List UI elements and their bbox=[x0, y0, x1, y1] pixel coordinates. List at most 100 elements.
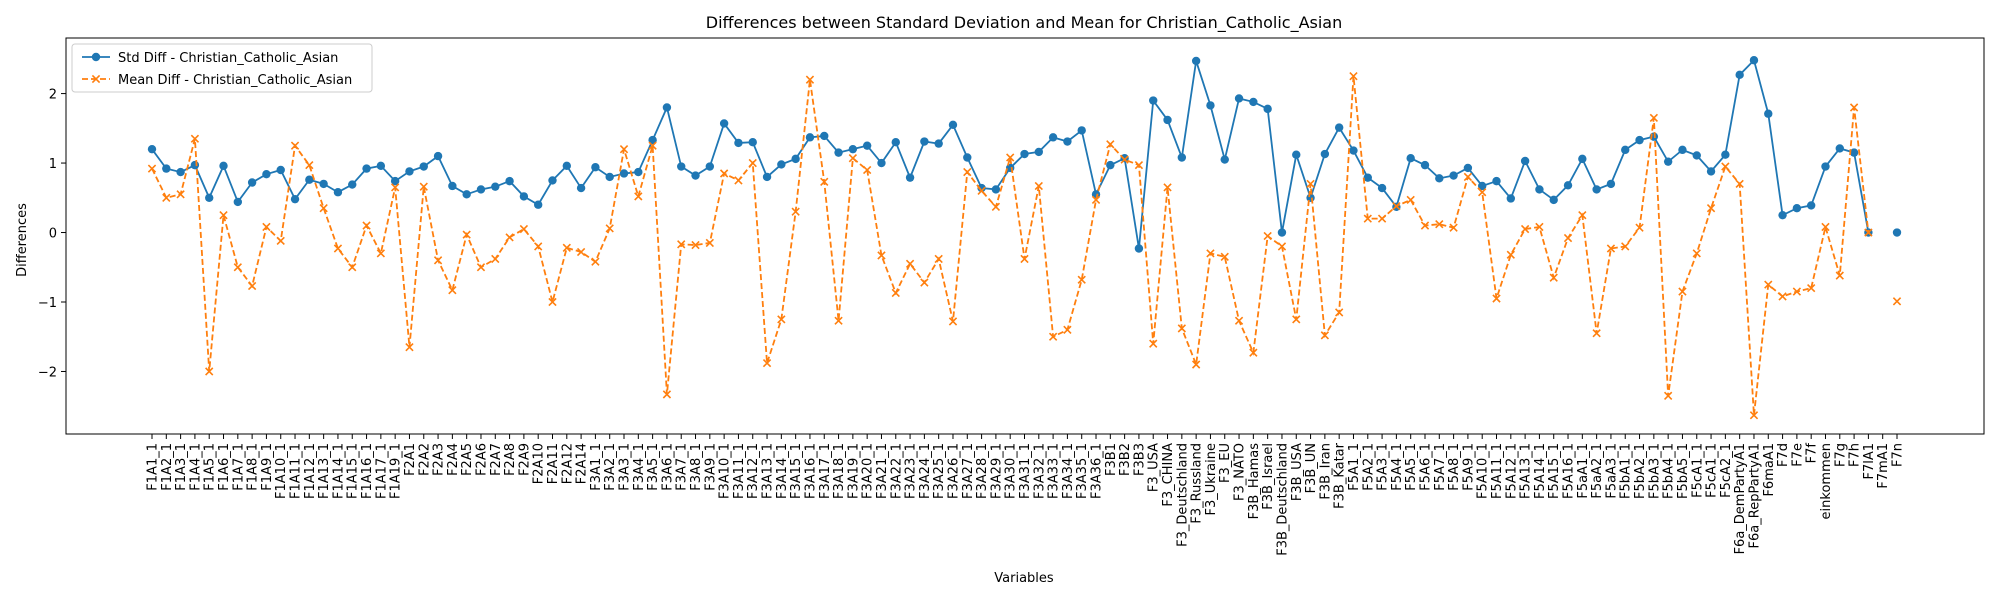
data-point bbox=[576, 183, 586, 193]
x-tick-label: F5A3_1 bbox=[1376, 443, 1391, 491]
x-tick-label: F3B_USA bbox=[1290, 443, 1305, 501]
x-tick-label: F1A17_1 bbox=[374, 443, 389, 499]
x-tick-label: F1A9_1 bbox=[260, 443, 275, 491]
x-tick-label: F3_USA bbox=[1147, 443, 1162, 492]
data-point bbox=[1091, 195, 1101, 205]
x-tick-label: F5A13_1 bbox=[1519, 443, 1534, 499]
x-tick-label: F7f bbox=[1805, 443, 1820, 464]
x-tick-label: F3A25_1 bbox=[932, 443, 947, 499]
data-point bbox=[433, 151, 443, 161]
data-point bbox=[1005, 163, 1015, 173]
data-point bbox=[433, 256, 443, 265]
x-tick-label: F1A15_1 bbox=[346, 443, 361, 499]
data-point bbox=[762, 358, 772, 368]
data-point bbox=[691, 240, 700, 250]
data-point bbox=[333, 244, 343, 253]
data-point bbox=[219, 161, 228, 171]
data-point bbox=[1048, 332, 1058, 341]
x-tick-label: F2A5 bbox=[460, 443, 475, 476]
data-point bbox=[1463, 163, 1473, 173]
data-point bbox=[1735, 70, 1744, 80]
x-tick-label: F6a_DemPartyA1 bbox=[1733, 443, 1748, 554]
data-point bbox=[1520, 224, 1530, 234]
data-point bbox=[519, 224, 529, 234]
y-axis-label: Differences bbox=[15, 203, 30, 277]
x-tick-label: F3A21_1 bbox=[875, 443, 890, 499]
data-point bbox=[1463, 172, 1473, 182]
x-tick-label: F1A12_1 bbox=[303, 443, 318, 499]
x-tick-label: F5bA4_1 bbox=[1662, 443, 1677, 499]
data-point bbox=[147, 164, 157, 173]
x-tick-label: F2A8 bbox=[503, 443, 518, 476]
x-tick-label: F3A6_1 bbox=[660, 443, 675, 491]
x-tick-label: F2A1 bbox=[403, 443, 418, 476]
x-tick-label: F1A2_1 bbox=[160, 443, 175, 491]
y-tick-label: 1 bbox=[49, 157, 57, 172]
data-point bbox=[1277, 228, 1287, 237]
data-point bbox=[948, 317, 958, 326]
data-point bbox=[1106, 140, 1115, 149]
data-point bbox=[205, 367, 214, 376]
data-point bbox=[1420, 221, 1430, 230]
data-point bbox=[991, 202, 1001, 211]
data-point bbox=[1563, 181, 1573, 190]
x-tick-label: F2A11 bbox=[546, 443, 561, 484]
x-tick-label: F5A15_1 bbox=[1547, 443, 1562, 499]
x-tick-label: F5A4_1 bbox=[1390, 443, 1405, 491]
data-point bbox=[1606, 179, 1616, 189]
data-point bbox=[719, 169, 729, 178]
data-point bbox=[247, 178, 257, 187]
data-point bbox=[1392, 201, 1401, 211]
x-tick-label: F3A24_1 bbox=[918, 443, 933, 499]
data-point bbox=[920, 137, 929, 146]
data-point bbox=[1292, 315, 1301, 324]
data-point bbox=[1792, 204, 1802, 213]
series-line bbox=[152, 76, 1897, 415]
data-point bbox=[190, 160, 200, 170]
data-point bbox=[777, 160, 786, 169]
data-point bbox=[1764, 109, 1773, 118]
data-point bbox=[205, 193, 214, 202]
legend-label: Mean Diff - Christian_Catholic_Asian bbox=[118, 73, 352, 88]
data-point bbox=[476, 185, 486, 194]
data-point bbox=[1778, 292, 1787, 301]
data-point bbox=[1149, 339, 1158, 348]
data-point bbox=[877, 251, 886, 260]
data-point bbox=[448, 286, 457, 295]
data-point bbox=[1063, 325, 1072, 334]
data-point bbox=[390, 176, 400, 186]
data-point bbox=[1249, 348, 1258, 357]
x-tick-label: F3_Ukraine bbox=[1204, 443, 1219, 515]
x-tick-label: F3A28_1 bbox=[975, 443, 990, 499]
data-point bbox=[1535, 222, 1544, 232]
data-point bbox=[491, 182, 500, 191]
data-point bbox=[1806, 201, 1816, 210]
data-point bbox=[534, 242, 543, 251]
data-point bbox=[333, 188, 343, 197]
plot-frame bbox=[65, 37, 1985, 435]
data-point bbox=[1063, 137, 1072, 146]
data-point bbox=[1749, 56, 1759, 65]
x-tick-label: F1A19_1 bbox=[389, 443, 404, 499]
x-tick-label: F5A8_1 bbox=[1447, 443, 1462, 491]
data-point bbox=[376, 161, 386, 171]
data-point bbox=[1606, 244, 1616, 253]
data-point bbox=[1635, 135, 1644, 145]
data-point bbox=[1306, 193, 1315, 202]
data-point bbox=[162, 164, 171, 173]
legend-label: Std Diff - Christian_Catholic_Asian bbox=[118, 51, 338, 66]
data-point bbox=[648, 135, 657, 145]
data-point bbox=[1349, 146, 1358, 155]
data-point bbox=[862, 165, 872, 175]
x-tick-label: F7mA1 bbox=[1876, 443, 1891, 489]
x-tick-label: F5A5_1 bbox=[1404, 443, 1419, 491]
x-tick-label: F1A14_1 bbox=[331, 443, 346, 499]
data-point bbox=[290, 194, 300, 204]
x-tick-label: F3B_Israel bbox=[1261, 443, 1276, 510]
data-point bbox=[1864, 228, 1873, 237]
data-point bbox=[1578, 210, 1587, 220]
data-point bbox=[1234, 316, 1244, 325]
data-point bbox=[305, 160, 314, 170]
data-point bbox=[1191, 56, 1201, 66]
data-point bbox=[805, 133, 815, 142]
